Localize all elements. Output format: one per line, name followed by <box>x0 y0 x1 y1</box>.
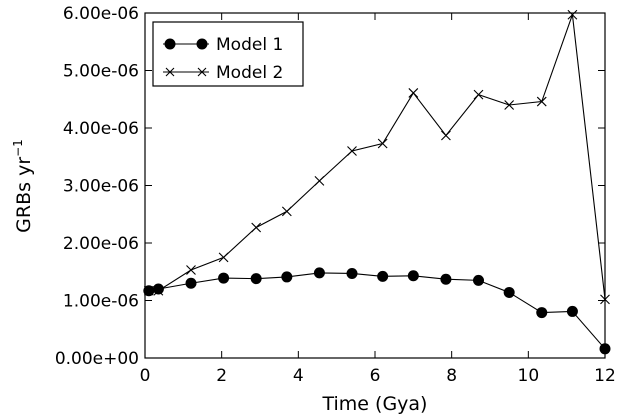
series-1-point <box>281 271 293 283</box>
series-1-point <box>503 286 515 298</box>
legend-marker-model-2 <box>165 67 175 77</box>
x-tick-label: 4 <box>293 366 304 386</box>
legend-marker-model-2 <box>197 67 207 77</box>
series-2-point <box>504 100 515 110</box>
x-tick-label: 8 <box>446 366 457 386</box>
series-2-point <box>347 146 357 156</box>
series-1-point <box>536 307 548 319</box>
y-tick-label: 5.00e-06 <box>63 62 139 82</box>
legend-box <box>152 21 304 87</box>
series-1-point <box>566 305 578 317</box>
y-axis-title-superscript: −1 <box>11 139 25 157</box>
series-1-point <box>377 270 389 282</box>
legend-marker-model-1 <box>196 38 208 50</box>
series-2-point <box>314 176 325 186</box>
legend: Model 1 Model 2 <box>152 21 304 87</box>
series-2-point <box>377 138 388 149</box>
x-tick-label: 0 <box>140 366 151 386</box>
series-1-point <box>152 283 164 295</box>
ticks-layer: 0 2 4 6 8 10 12 0.00e+00 1.00e-06 2.00e-06 3.00e-0… <box>55 4 616 386</box>
x-tick-label: 10 <box>518 366 540 386</box>
series-1-point <box>473 274 484 286</box>
series-2-line <box>148 14 606 300</box>
y-axis-title: GRBs yr−1 <box>11 139 35 233</box>
series-1-point <box>440 273 452 285</box>
series-1-point <box>218 272 230 284</box>
y-tick-label: 4.00e-06 <box>63 119 139 139</box>
y-tick-label: 2.00e-06 <box>63 234 139 254</box>
series-2-point <box>567 9 578 20</box>
series-2-point <box>281 206 292 217</box>
series-2-point <box>186 265 196 275</box>
y-axis-title-main: GRBs yr <box>13 157 35 233</box>
series-1-point <box>407 270 419 282</box>
series-layer <box>143 9 611 355</box>
series-1-point <box>250 273 262 285</box>
legend-label-model-2: Model 2 <box>216 63 283 83</box>
series-2-point <box>441 130 451 141</box>
series-1-point <box>185 277 197 289</box>
series-2-point <box>143 285 154 296</box>
x-tick-label: 6 <box>370 366 381 386</box>
x-tick-label: 12 <box>594 366 616 386</box>
y-tick-label: 1.00e-06 <box>63 292 139 312</box>
y-tick-label: 6.00e-06 <box>63 4 139 24</box>
series-1-line <box>148 272 606 350</box>
series-1-point <box>313 267 325 279</box>
series-2-point <box>408 88 419 98</box>
legend-label-model-1: Model 1 <box>216 35 283 55</box>
legend-marker-model-1 <box>164 38 176 50</box>
series-2-point <box>536 96 547 107</box>
series-2-point <box>473 89 484 100</box>
series-2-point <box>251 222 262 233</box>
y-tick-label: 0.00e+00 <box>55 349 139 369</box>
series-2-point <box>218 252 229 263</box>
y-tick-label: 3.00e-06 <box>63 177 139 197</box>
series-2-point <box>153 285 164 296</box>
series-1-point <box>346 267 358 279</box>
x-tick-label: 2 <box>216 366 227 386</box>
x-axis-title: Time (Gya) <box>322 393 428 415</box>
